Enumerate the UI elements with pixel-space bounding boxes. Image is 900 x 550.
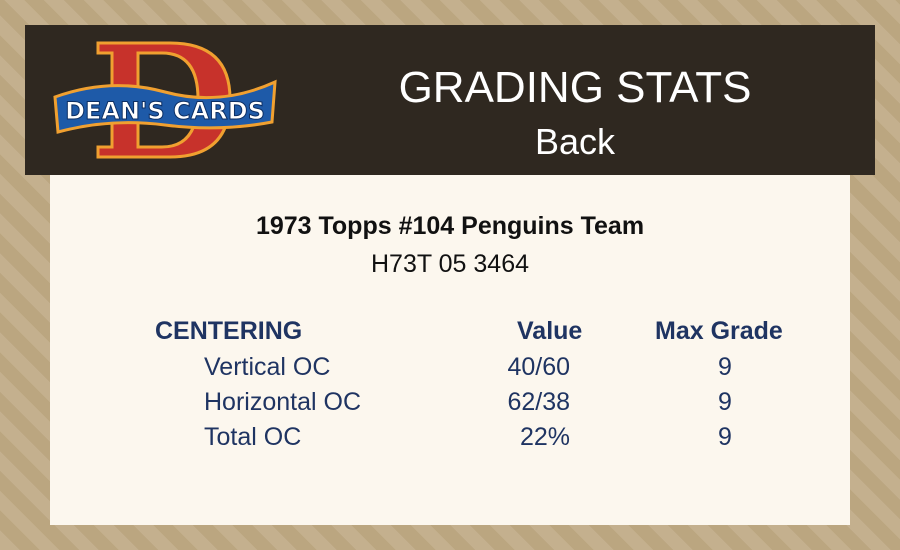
cert-number: H73T 05 3464 — [371, 250, 529, 278]
row-label: Horizontal OC — [204, 388, 361, 416]
value-header: Value — [517, 317, 583, 345]
row-label: Total OC — [204, 423, 302, 451]
logo-text: DEAN'S CARDS — [65, 97, 265, 125]
row-max: 9 — [718, 423, 732, 451]
header: DEAN'S CARDS GRADING STATS Back — [25, 25, 875, 175]
row-value: 40/60 — [507, 353, 570, 381]
row-value: 62/38 — [507, 388, 570, 416]
row-max: 9 — [718, 388, 732, 416]
page-title: GRADING STATS — [398, 63, 752, 112]
section-header: CENTERING — [155, 317, 303, 345]
row-max: 9 — [718, 353, 732, 381]
row-label: Vertical OC — [204, 353, 331, 381]
deans-cards-logo: DEAN'S CARDS — [53, 41, 277, 159]
stats-panel: 1973 Topps #104 Penguins Team H73T 05 34… — [50, 175, 850, 525]
max-grade-header: Max Grade — [655, 317, 783, 345]
page-subtitle: Back — [534, 121, 616, 162]
row-value: 22% — [519, 423, 570, 451]
logo-banner — [53, 79, 277, 134]
card-name: 1973 Topps #104 Penguins Team — [255, 212, 645, 240]
